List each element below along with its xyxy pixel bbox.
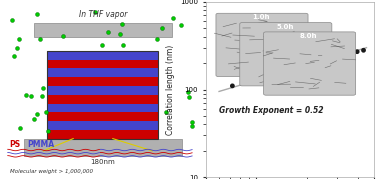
Point xyxy=(40,86,46,89)
Point xyxy=(185,90,191,93)
Polygon shape xyxy=(34,23,172,37)
Point xyxy=(23,94,29,96)
Point xyxy=(119,22,125,25)
Point xyxy=(154,38,160,41)
Text: 5.0h: 5.0h xyxy=(276,24,294,30)
FancyBboxPatch shape xyxy=(263,32,356,95)
Point xyxy=(14,46,20,49)
Point xyxy=(229,84,235,87)
Point xyxy=(99,43,105,46)
Polygon shape xyxy=(23,139,182,156)
Point xyxy=(39,94,45,97)
FancyBboxPatch shape xyxy=(47,51,158,60)
Point xyxy=(310,53,316,56)
Point xyxy=(246,67,252,70)
Point xyxy=(189,124,195,127)
FancyBboxPatch shape xyxy=(47,86,158,95)
Point xyxy=(120,43,126,46)
Point xyxy=(289,55,295,58)
FancyBboxPatch shape xyxy=(47,77,158,86)
Point xyxy=(91,11,98,14)
Point xyxy=(105,31,111,34)
Point xyxy=(331,52,337,55)
Point xyxy=(163,111,169,113)
Text: 8.0h: 8.0h xyxy=(300,33,318,39)
Point xyxy=(354,50,360,53)
Point xyxy=(270,54,276,57)
Text: Growth Exponent = 0.52: Growth Exponent = 0.52 xyxy=(219,106,324,115)
Text: PS: PS xyxy=(10,140,21,149)
Point xyxy=(170,17,176,20)
Point xyxy=(186,96,192,99)
Text: PMMA: PMMA xyxy=(28,140,55,149)
Text: 1.0h: 1.0h xyxy=(253,14,270,20)
Text: Molecular weight > 1,000,000: Molecular weight > 1,000,000 xyxy=(10,169,93,174)
Point xyxy=(347,51,353,54)
Point xyxy=(259,58,265,61)
FancyBboxPatch shape xyxy=(216,13,308,77)
Point xyxy=(296,54,302,57)
Point xyxy=(178,23,184,26)
Point xyxy=(16,38,22,40)
Bar xyxy=(47,51,158,139)
Point xyxy=(361,49,367,52)
Point xyxy=(37,38,43,41)
Point xyxy=(28,94,34,97)
Point xyxy=(34,112,40,115)
Point xyxy=(280,56,286,59)
Point xyxy=(118,32,124,35)
Point xyxy=(17,126,23,129)
Point xyxy=(31,118,37,120)
Text: 180nm: 180nm xyxy=(91,159,115,165)
Text: In THF vapor: In THF vapor xyxy=(79,9,127,19)
Point xyxy=(9,19,15,22)
Point xyxy=(321,52,327,55)
Y-axis label: Correlation length (nm): Correlation length (nm) xyxy=(166,44,175,135)
FancyBboxPatch shape xyxy=(47,112,158,121)
FancyBboxPatch shape xyxy=(47,68,158,77)
FancyBboxPatch shape xyxy=(47,60,158,68)
Text: $\xi(t)$=1.50 $t^{0.52}$: $\xi(t)$=1.50 $t^{0.52}$ xyxy=(265,26,330,41)
Point xyxy=(189,121,195,124)
FancyBboxPatch shape xyxy=(240,23,332,86)
FancyBboxPatch shape xyxy=(47,130,158,139)
FancyBboxPatch shape xyxy=(47,103,158,112)
FancyBboxPatch shape xyxy=(47,121,158,130)
FancyBboxPatch shape xyxy=(47,95,158,103)
Point xyxy=(11,55,17,58)
Point xyxy=(45,130,51,133)
Point xyxy=(34,13,40,16)
Point xyxy=(339,52,345,55)
Point xyxy=(60,34,67,37)
Point xyxy=(43,110,49,113)
Point xyxy=(159,26,165,29)
